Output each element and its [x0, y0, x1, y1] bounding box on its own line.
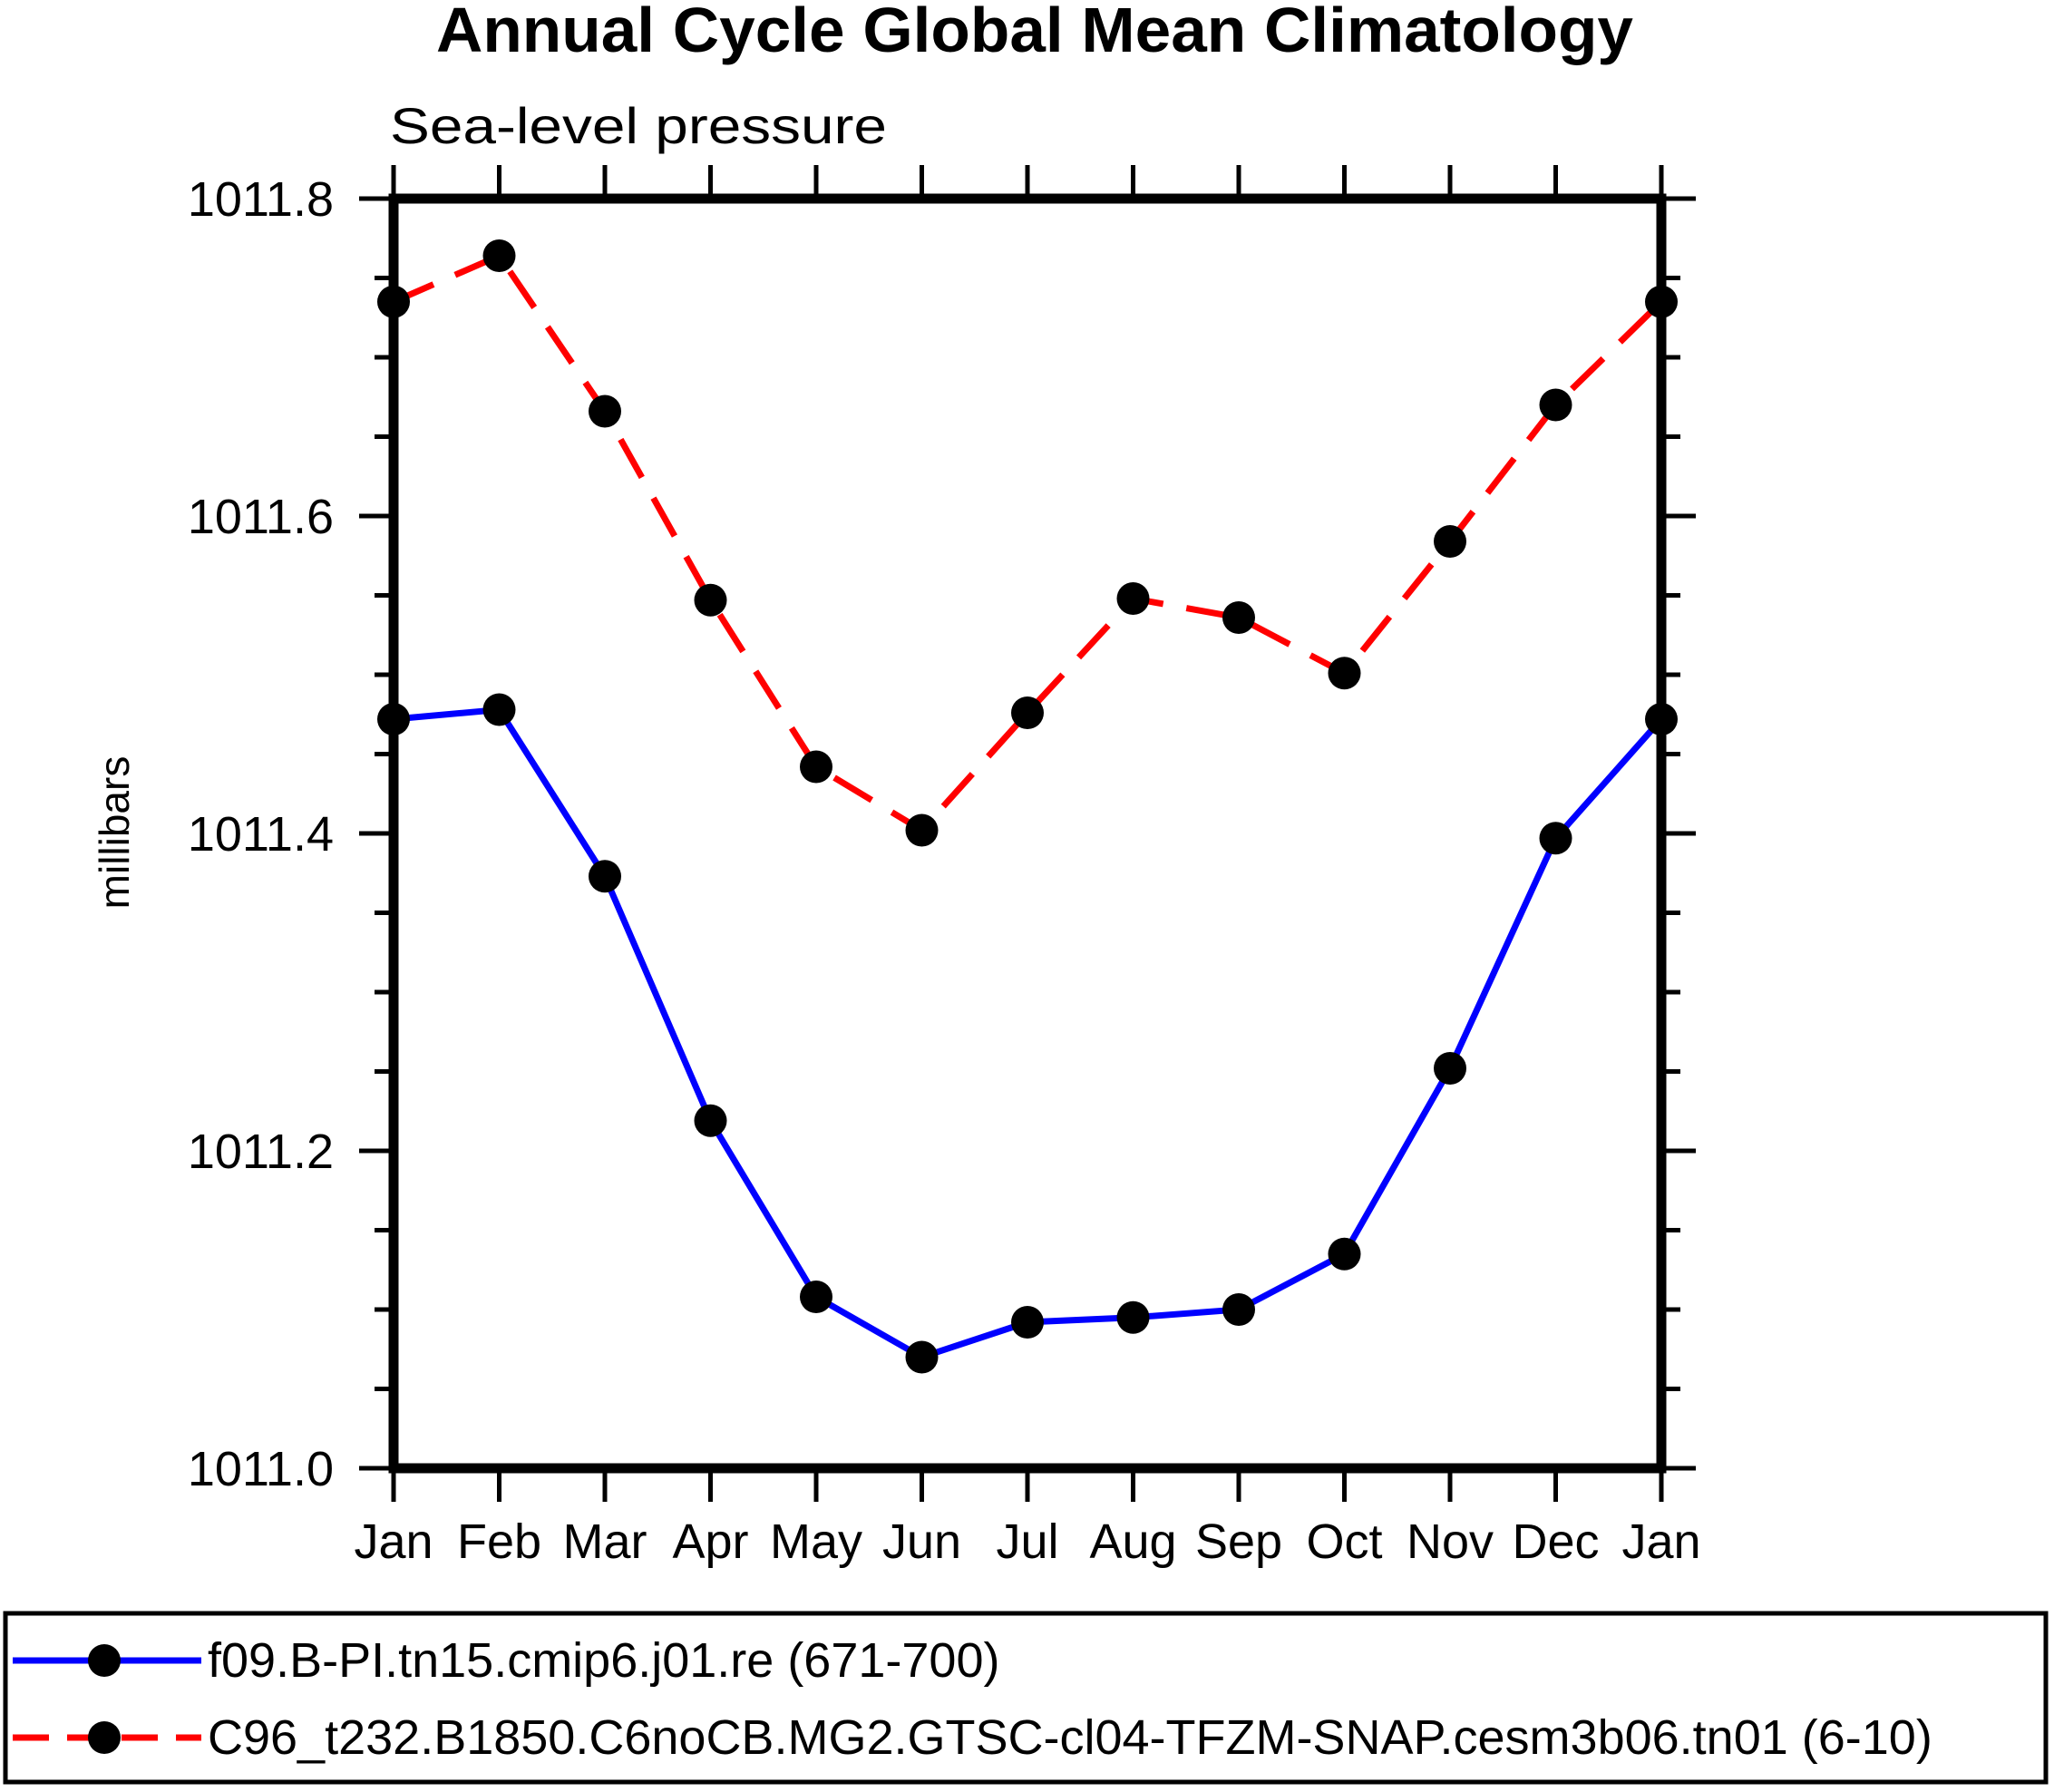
data-point-marker — [1434, 525, 1466, 558]
series-line-red — [392, 251, 1664, 834]
y-axis-label: millibars — [91, 756, 138, 910]
data-point-marker — [377, 703, 410, 735]
data-point-marker — [1328, 1237, 1361, 1271]
data-point-marker — [1116, 582, 1150, 615]
data-point-marker — [800, 1281, 832, 1313]
data-point-marker — [1222, 1293, 1255, 1326]
y-tick-label: 1011.8 — [188, 172, 334, 227]
data-point-marker — [1011, 1306, 1044, 1339]
data-point-marker — [1116, 1300, 1150, 1334]
data-point-marker — [905, 813, 939, 847]
data-point-marker — [1645, 703, 1678, 735]
y-tick-label: 1011.6 — [188, 490, 334, 544]
data-point-marker — [694, 583, 727, 617]
data-point-marker — [1434, 1052, 1466, 1085]
x-tick-label: Jun — [882, 1514, 961, 1569]
data-point-marker — [482, 693, 516, 726]
legend-label: f09.B-PI.tn15.cmip6.j01.re (671-700) — [208, 1633, 999, 1688]
chart-title: Annual Cycle Global Mean Climatology — [436, 0, 1633, 65]
data-point-marker — [694, 1104, 727, 1137]
x-tick-label: May — [770, 1514, 862, 1569]
x-tick-label: Jul — [996, 1514, 1058, 1569]
x-tick-label: Mar — [563, 1514, 647, 1569]
y-tick-label: 1011.2 — [188, 1125, 334, 1179]
x-tick-label: Nov — [1407, 1514, 1494, 1569]
legend-marker — [88, 1644, 121, 1677]
data-point-marker — [377, 285, 410, 318]
y-tick-label: 1011.0 — [188, 1442, 334, 1496]
data-point-marker — [1222, 601, 1255, 634]
data-point-marker — [1328, 657, 1361, 690]
data-point-marker — [1011, 696, 1044, 729]
x-tick-label: Oct — [1306, 1514, 1382, 1569]
x-tick-label: Aug — [1089, 1514, 1176, 1569]
x-tick-label: Apr — [672, 1514, 748, 1569]
data-point-marker — [1539, 388, 1572, 422]
data-point-marker — [905, 1340, 939, 1374]
series — [377, 239, 1678, 1374]
data-point-marker — [1645, 285, 1678, 318]
x-tick-label: Dec — [1512, 1514, 1599, 1569]
data-point-marker — [800, 750, 832, 784]
legend-label: C96_t232.B1850.C6noCB.MG2.GTSC-cl04-TFZM… — [208, 1710, 1932, 1765]
chart-subtitle: Sea-level pressure — [390, 97, 887, 154]
data-point-marker — [589, 394, 621, 428]
legend: f09.B-PI.tn15.cmip6.j01.re (671-700) C96_… — [3, 1611, 2049, 1785]
legend-box — [3, 1611, 2049, 1785]
data-point-marker — [1539, 822, 1572, 855]
data-point-marker — [482, 239, 516, 272]
plot-frame — [388, 193, 1667, 1474]
data-point-marker — [589, 860, 621, 893]
x-tick-label: Sep — [1195, 1514, 1282, 1569]
x-tick-label: Jan — [1621, 1514, 1700, 1569]
y-tick-label: 1011.4 — [188, 807, 334, 862]
axes: Jan Feb Mar Apr May Jun Jul Aug Sep Oct Nov Dec Jan 1… — [188, 165, 1701, 1569]
x-tick-label: Feb — [457, 1514, 541, 1569]
legend-marker — [88, 1721, 121, 1754]
series-line-blue — [393, 706, 1664, 1361]
x-tick-label: Jan — [354, 1514, 433, 1569]
